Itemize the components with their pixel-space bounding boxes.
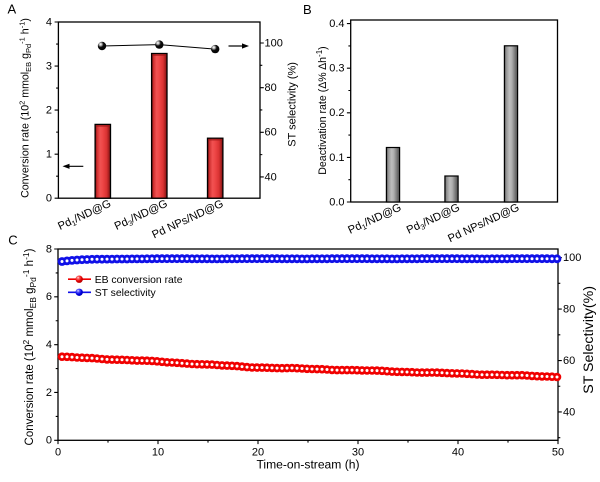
svg-text:50: 50 (552, 446, 564, 458)
svg-text:0.2: 0.2 (329, 107, 344, 119)
svg-text:0.3: 0.3 (329, 63, 344, 75)
svg-text:20: 20 (252, 446, 264, 458)
svg-text:8: 8 (46, 243, 52, 255)
svg-text:3: 3 (46, 61, 52, 73)
svg-text:0: 0 (46, 193, 52, 205)
svg-text:40: 40 (265, 171, 277, 183)
svg-text:C: C (8, 232, 17, 247)
svg-text:2: 2 (46, 387, 52, 399)
svg-text:6: 6 (46, 291, 52, 303)
svg-text:ST selectivity (%): ST selectivity (%) (287, 62, 299, 147)
svg-text:A: A (8, 1, 17, 16)
svg-text:Deactivation rate (Δ% Δh-1): Deactivation rate (Δ% Δh-1) (315, 46, 329, 174)
svg-text:100: 100 (563, 252, 581, 264)
svg-text:0.4: 0.4 (329, 18, 344, 30)
svg-text:B: B (303, 2, 312, 17)
svg-text:40: 40 (452, 446, 464, 458)
svg-text:60: 60 (265, 127, 277, 139)
svg-text:ST selectivity: ST selectivity (95, 288, 157, 299)
svg-text:0: 0 (46, 435, 52, 447)
svg-text:10: 10 (152, 446, 164, 458)
svg-text:60: 60 (563, 355, 575, 367)
svg-text:0.1: 0.1 (329, 152, 344, 164)
svg-text:EB conversion rate: EB conversion rate (95, 275, 183, 286)
svg-text:1: 1 (46, 149, 52, 161)
svg-text:30: 30 (352, 446, 364, 458)
svg-text:ST Selectivity(%): ST Selectivity(%) (581, 286, 597, 394)
svg-text:0: 0 (55, 446, 61, 458)
svg-text:0.0: 0.0 (329, 196, 344, 208)
svg-text:80: 80 (265, 82, 277, 94)
svg-text:2: 2 (46, 105, 52, 117)
svg-text:4: 4 (46, 16, 52, 28)
svg-text:80: 80 (563, 304, 575, 316)
svg-text:40: 40 (563, 406, 575, 418)
svg-text:Time-on-stream (h): Time-on-stream (h) (256, 458, 359, 472)
svg-text:100: 100 (265, 37, 283, 49)
svg-text:Conversion rate (102 mmolEB gP: Conversion rate (102 mmolEB gPd-1 h-1) (21, 248, 38, 445)
svg-text:4: 4 (46, 339, 52, 351)
